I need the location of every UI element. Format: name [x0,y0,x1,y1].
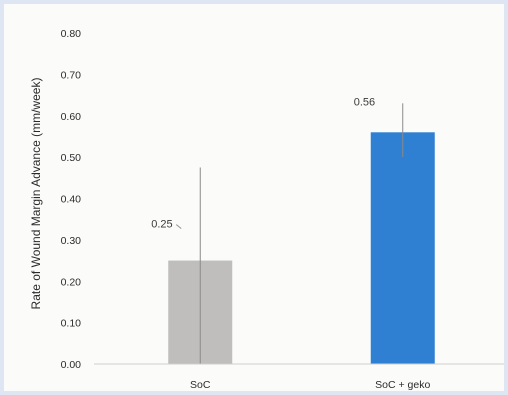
y-axis-ticks: 0.00 0.10 0.20 0.30 0.40 0.50 0.60 0.70 0.80 [61,28,82,371]
y-tick-label: 0.80 [61,28,82,40]
category-label: SoC [190,379,211,391]
bar-soc-geko [370,132,435,364]
chart-frame: 0.00 0.10 0.20 0.30 0.40 0.50 0.60 0.70 0.80 0.2… [4,4,504,391]
y-axis-label: Rate of Wound Margin Advance (mm/week) [29,78,43,310]
error-bars [199,103,404,364]
y-tick-label: 0.30 [61,235,82,247]
y-tick-label: 0.00 [61,359,82,371]
y-tick-label: 0.10 [61,318,82,330]
y-tick-label: 0.20 [61,276,82,288]
x-axis-categories: SoC SoC + geko [190,379,430,391]
y-tick-label: 0.40 [61,194,82,206]
data-labels: 0.25 0.56 [151,96,375,230]
data-label-leader [175,224,182,229]
data-label: 0.25 [151,219,172,231]
bars [168,132,435,364]
category-label: SoC + geko [375,379,430,391]
y-tick-label: 0.60 [61,111,82,123]
data-label: 0.56 [354,96,375,108]
y-tick-label: 0.50 [61,152,82,164]
bar-chart: 0.00 0.10 0.20 0.30 0.40 0.50 0.60 0.70 0.80 0.2… [29,28,504,391]
y-tick-label: 0.70 [61,69,82,81]
